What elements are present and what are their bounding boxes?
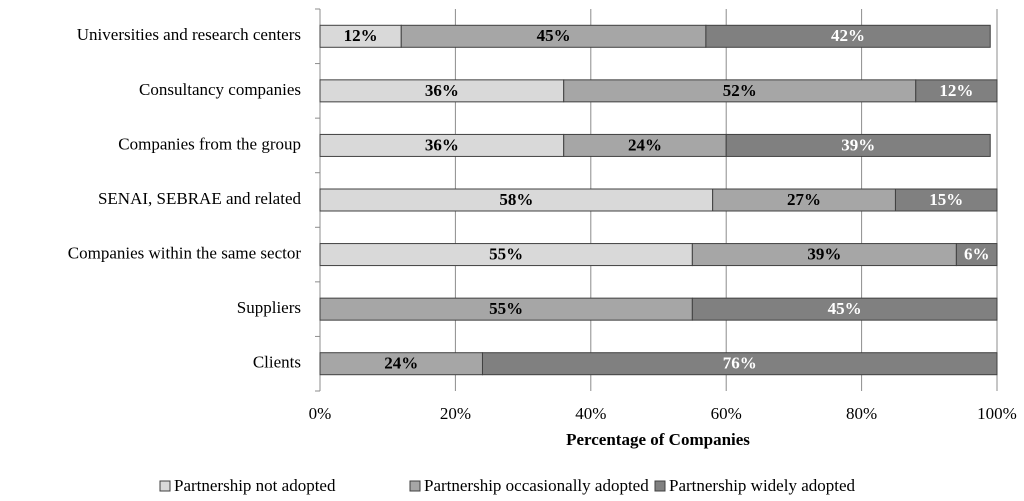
legend-label: Partnership not adopted: [174, 476, 336, 495]
data-label: 58%: [499, 190, 533, 209]
x-axis-title: Percentage of Companies: [566, 430, 750, 449]
legend-label: Partnership occasionally adopted: [424, 476, 649, 495]
data-label: 36%: [425, 135, 459, 154]
data-label: 15%: [929, 190, 963, 209]
data-label: 24%: [628, 135, 662, 154]
bar-segment: [894, 188, 998, 212]
x-tick-label: 60%: [711, 404, 742, 423]
legend-swatch: [409, 480, 421, 492]
y-tick-label: Companies from the group: [118, 134, 301, 153]
legend-label: Partnership widely adopted: [669, 476, 856, 495]
bar-segment: [705, 24, 991, 48]
bar-segment: [725, 133, 991, 157]
data-label: 12%: [939, 81, 973, 100]
x-tick-label: 40%: [575, 404, 606, 423]
y-tick-label: Companies within the same sector: [68, 243, 302, 262]
data-label: 55%: [489, 299, 523, 318]
data-label: 42%: [831, 26, 865, 45]
bar-segment: [955, 243, 998, 267]
data-label: 36%: [425, 81, 459, 100]
data-label: 55%: [489, 244, 523, 263]
data-label: 27%: [787, 190, 821, 209]
bar-segment: [915, 79, 998, 103]
y-tick-label: Consultancy companies: [139, 80, 301, 99]
y-tick-label: Universities and research centers: [77, 25, 301, 44]
data-label: 24%: [384, 354, 418, 373]
data-label: 45%: [537, 26, 571, 45]
x-tick-label: 80%: [846, 404, 877, 423]
x-tick-label: 20%: [440, 404, 471, 423]
data-label: 52%: [723, 81, 757, 100]
data-label: 76%: [723, 354, 757, 373]
x-tick-label: 100%: [977, 404, 1017, 423]
data-label: 39%: [841, 135, 875, 154]
legend-swatch: [654, 480, 666, 492]
x-tick-label: 0%: [309, 404, 332, 423]
bar-segment: [481, 352, 998, 376]
data-label: 39%: [807, 244, 841, 263]
legend-swatch: [159, 480, 171, 492]
y-tick-label: Clients: [253, 353, 301, 372]
y-tick-label: SENAI, SEBRAE and related: [98, 189, 302, 208]
data-label: 45%: [828, 299, 862, 318]
data-label: 6%: [964, 244, 990, 263]
bar-segment: [691, 297, 998, 321]
data-label: 12%: [344, 26, 378, 45]
y-tick-label: Suppliers: [237, 298, 301, 317]
